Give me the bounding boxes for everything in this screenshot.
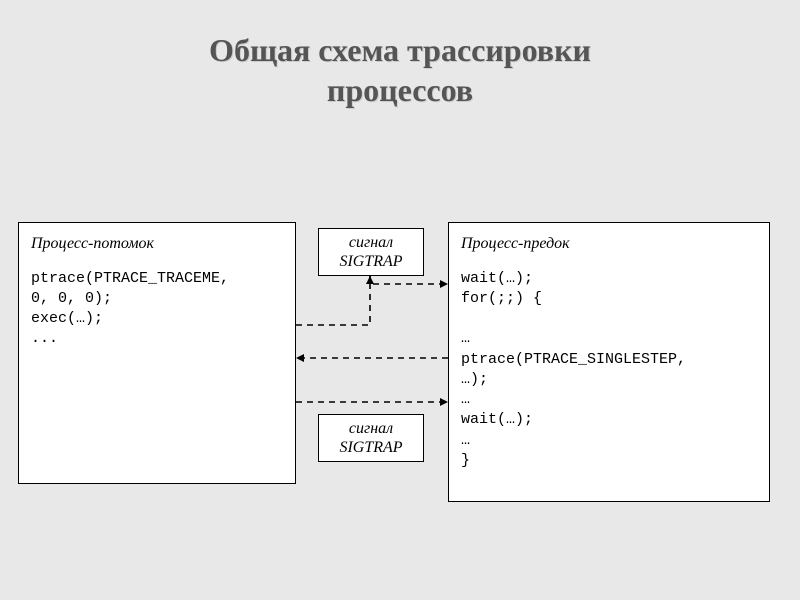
page-title: Общая схема трассировки процессов bbox=[0, 0, 800, 110]
child-process-heading: Процесс-потомок bbox=[31, 233, 283, 255]
child-process-code: ptrace(PTRACE_TRACEME, 0, 0, 0); exec(…)… bbox=[31, 269, 283, 350]
parent-process-heading: Процесс-предок bbox=[461, 233, 757, 255]
signal-text-1a: сигнал bbox=[349, 234, 393, 251]
signal-sigtrap-bottom: сигнал SIGTRAP bbox=[318, 414, 424, 462]
signal-text-2a: сигнал bbox=[349, 420, 393, 437]
title-line-1: Общая схема трассировки bbox=[209, 32, 591, 68]
signal-sigtrap-top: сигнал SIGTRAP bbox=[318, 228, 424, 276]
parent-process-code: wait(…); for(;;) { … ptrace(PTRACE_SINGL… bbox=[461, 269, 757, 472]
signal-text-1b: SIGTRAP bbox=[339, 253, 402, 270]
title-line-2: процессов bbox=[327, 72, 473, 108]
signal-text-2b: SIGTRAP bbox=[339, 439, 402, 456]
parent-process-box: Процесс-предок wait(…); for(;;) { … ptra… bbox=[448, 222, 770, 502]
child-process-box: Процесс-потомок ptrace(PTRACE_TRACEME, 0… bbox=[18, 222, 296, 484]
